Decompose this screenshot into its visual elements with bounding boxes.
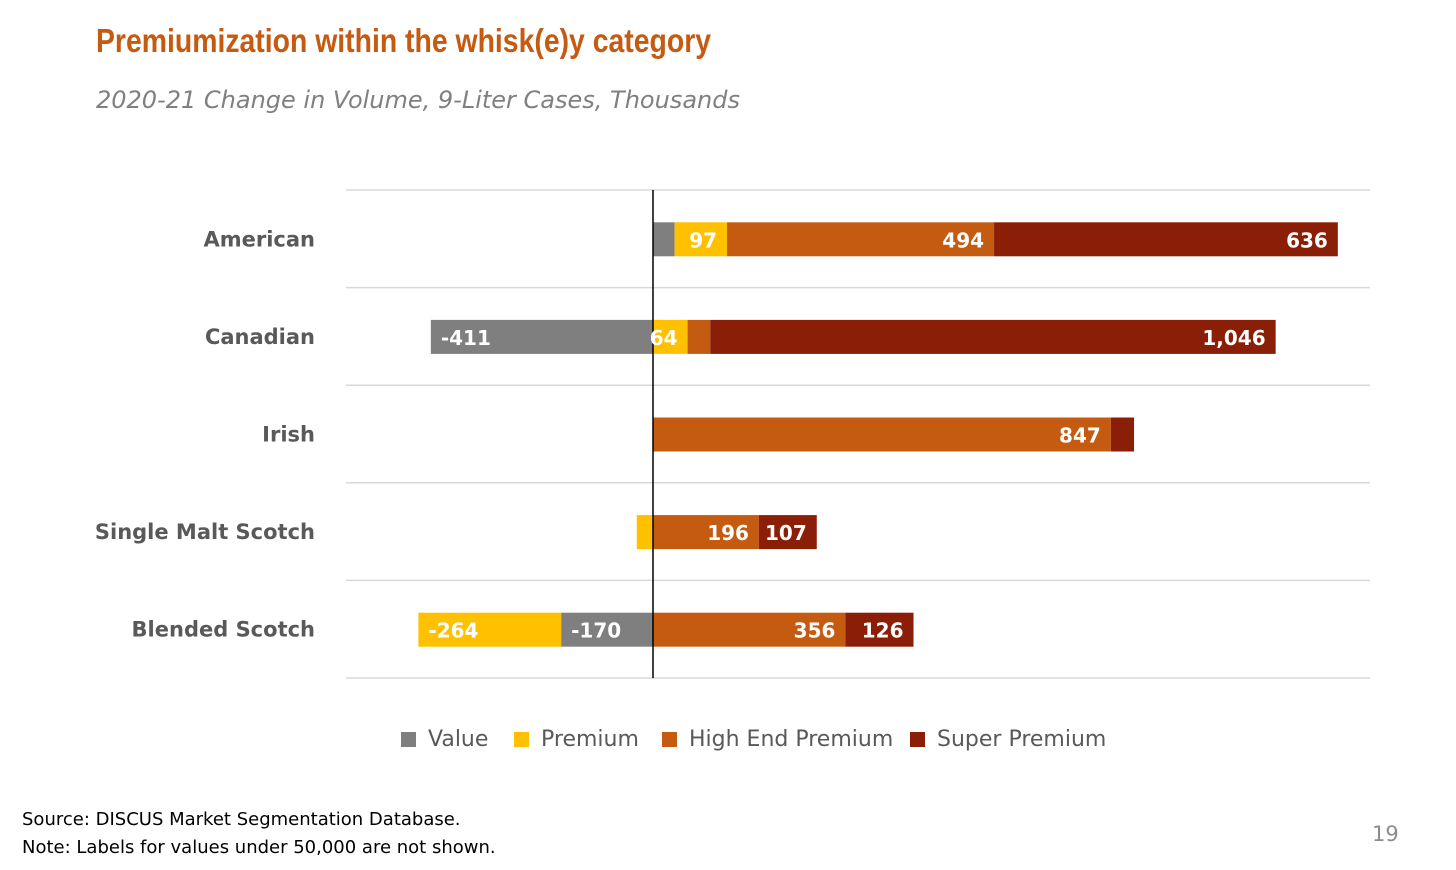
- category-label: Single Malt Scotch: [95, 520, 315, 544]
- data-label: -411: [441, 326, 491, 350]
- chart-title: Premiumization within the whisk(e)y cate…: [96, 22, 712, 59]
- legend-swatch: [401, 731, 416, 747]
- data-label: 847: [1059, 424, 1101, 448]
- bar-segment: [653, 417, 1111, 452]
- bar-segment: [561, 612, 653, 647]
- data-label: -264: [428, 619, 478, 643]
- legend-swatch: [910, 731, 925, 747]
- legend-label: Super Premium: [937, 726, 1107, 752]
- chart-subtitle: 2020-21 Change in Volume, 9-Liter Cases,…: [96, 86, 740, 114]
- bar-segment: [1110, 417, 1135, 452]
- bar-segment: [653, 222, 675, 257]
- data-label: 64: [650, 326, 678, 350]
- data-label: -170: [571, 619, 621, 643]
- legend-swatch: [662, 731, 677, 747]
- bar-segment: [430, 319, 653, 354]
- bar-segment: [758, 515, 817, 550]
- data-label: 1,046: [1202, 326, 1265, 350]
- legend-item: Premium: [514, 724, 639, 754]
- data-label: 107: [765, 521, 807, 545]
- bar-segment: [727, 222, 995, 257]
- legend-item: Value: [401, 724, 488, 754]
- data-label: 97: [689, 228, 717, 252]
- bar-segment: [710, 319, 1276, 354]
- page-number: 19: [1372, 822, 1399, 846]
- gridlines: [346, 189, 1370, 679]
- data-label: 494: [942, 228, 984, 252]
- note-line: Note: Labels for values under 50,000 are…: [22, 837, 496, 858]
- legend-item: Super Premium: [910, 724, 1106, 754]
- chart-plot: American Canadian Irish Single Malt Scotch B…: [95, 189, 1370, 679]
- data-label: 356: [794, 619, 836, 643]
- bar-segment: [674, 222, 728, 257]
- legend-swatch: [514, 731, 529, 747]
- bar-segment: [418, 612, 562, 647]
- bar-segment: [687, 319, 711, 354]
- bar-segment: [653, 319, 688, 354]
- bars: [418, 222, 1338, 647]
- category-label: American: [203, 227, 315, 251]
- data-label: 196: [707, 521, 749, 545]
- category-label: Irish: [262, 423, 315, 447]
- source-line: Source: DISCUS Market Segmentation Datab…: [22, 809, 461, 830]
- category-label: Blended Scotch: [132, 618, 315, 642]
- legend: Value Premium High End Premium Super Premiu…: [0, 724, 1456, 754]
- bar-segment: [845, 612, 914, 647]
- bar-segment: [636, 515, 653, 550]
- data-label: 636: [1286, 228, 1328, 252]
- legend-label: Premium: [541, 726, 639, 752]
- data-label: 126: [862, 619, 904, 643]
- legend-label: Value: [428, 726, 489, 752]
- category-labels: American Canadian Irish Single Malt Scotch B…: [95, 227, 315, 641]
- bar-segment: [994, 222, 1338, 257]
- source-note: Source: DISCUS Market Segmentation Datab…: [22, 806, 496, 862]
- legend-label: High End Premium: [689, 726, 894, 752]
- bar-segment: [653, 612, 846, 647]
- category-label: Canadian: [205, 325, 315, 349]
- bar-segment: [653, 515, 759, 550]
- data-labels: 97 494 636 -411 64 1,046 847 196 107 -170 -264 356 1…: [428, 228, 1327, 642]
- legend-item: High End Premium: [662, 724, 893, 754]
